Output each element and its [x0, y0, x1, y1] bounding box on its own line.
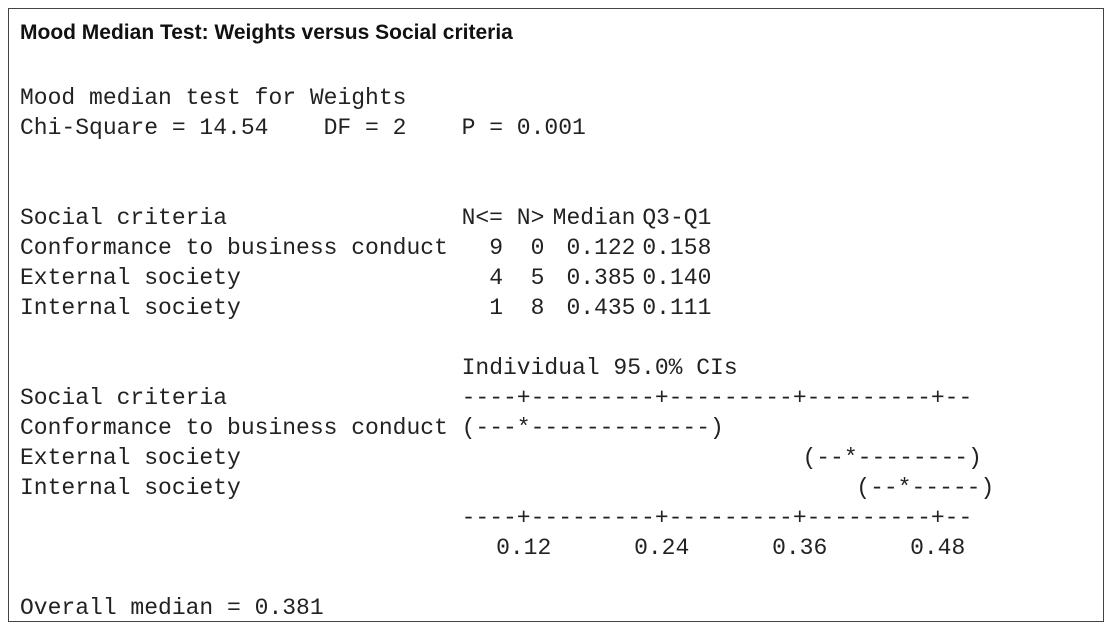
ci-label: Conformance to business conduct [20, 415, 448, 441]
column-header: Social criteria [20, 205, 228, 231]
median: 0.122 [566, 235, 636, 261]
q3-q1: 0.111 [642, 295, 712, 321]
df: DF = 2 [323, 115, 407, 141]
column-header: N<= [461, 205, 503, 231]
ci-interval: (--*-----) [856, 475, 995, 501]
ci-header: Social criteria [20, 385, 228, 411]
ci-label: Internal society [20, 475, 241, 501]
ci-axis: ----+---------+---------+---------+-- [461, 385, 973, 411]
n-gt: 5 [530, 265, 545, 291]
p-value: P = 0.001 [461, 115, 586, 141]
overall-median: Overall median = 0.381 [20, 595, 324, 621]
session-window: Mood Median Test: Weights versus Social … [8, 8, 1104, 622]
column-header: Q3-Q1 [642, 205, 712, 231]
n-le: 4 [489, 265, 503, 291]
test-name: Mood median test for Weights [20, 85, 407, 111]
axis-tick-label: 0.36 [772, 535, 828, 561]
median: 0.435 [566, 295, 636, 321]
column-header: Median [552, 205, 636, 231]
ci-interval: (---*-------------) [461, 415, 724, 441]
ci-interval: (--*--------) [802, 445, 982, 471]
row-label: Conformance to business conduct [20, 235, 448, 261]
axis-tick-label: 0.12 [496, 535, 552, 561]
n-gt: 0 [530, 235, 545, 261]
row-label: Internal society [20, 295, 241, 321]
row-label: External society [20, 265, 241, 291]
n-le: 1 [489, 295, 503, 321]
n-gt: 8 [530, 295, 545, 321]
axis-tick-label: 0.24 [634, 535, 690, 561]
q3-q1: 0.158 [642, 235, 712, 261]
ci-axis: ----+---------+---------+---------+-- [461, 505, 973, 531]
axis-tick-label: 0.48 [910, 535, 966, 561]
ci-label: External society [20, 445, 241, 471]
ci-title: Individual 95.0% CIs [461, 355, 738, 381]
title: Mood Median Test: Weights versus Social … [20, 21, 513, 44]
chi-square: Chi-Square = 14.54 [20, 115, 269, 141]
n-le: 9 [489, 235, 503, 261]
q3-q1: 0.140 [642, 265, 712, 291]
median: 0.385 [566, 265, 636, 291]
column-header: N> [516, 205, 545, 231]
